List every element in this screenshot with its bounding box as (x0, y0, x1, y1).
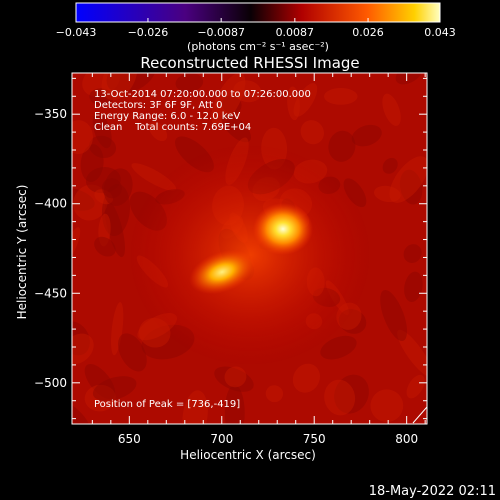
colorbar-tick-label: 0.0087 (276, 26, 315, 39)
colorbar (75, 2, 441, 23)
info-time: 13-Oct-2014 07:20:00.000 to 07:26:00.000 (94, 89, 311, 100)
colorbar-tick-label: −0.043 (56, 26, 97, 39)
colorbar-tick-label: 0.026 (352, 26, 384, 39)
colorbar-tick-label: −0.026 (128, 26, 169, 39)
y-tick-label: −400 (34, 197, 67, 211)
colorbar-tick-label: 0.043 (424, 26, 456, 39)
timestamp: 18-May-2022 02:11 (369, 484, 496, 499)
info-counts: Clean Total counts: 7.69E+04 (94, 122, 251, 133)
secondary-source (189, 249, 255, 295)
y-tick-label: −500 (34, 376, 67, 390)
info-energy: Energy Range: 6.0 - 12.0 keV (94, 111, 240, 122)
x-tick-label: 750 (303, 432, 326, 446)
axis-ticks: 650 700 750 800 −350 −400 −450 −500 (34, 73, 427, 446)
colorbar-tick-label: −0.0087 (197, 26, 245, 39)
y-tick-label: −350 (34, 107, 67, 121)
peak-position: Position of Peak = [736,-419] (94, 399, 240, 410)
heatmap-image (72, 73, 427, 424)
chart-title: Reconstructed RHESSI Image (140, 54, 359, 72)
colorbar-units: (photons cm⁻² s⁻¹ asec⁻²) (187, 40, 329, 53)
x-tick-label: 650 (118, 432, 141, 446)
y-axis-label: Heliocentric Y (arcsec) (15, 185, 29, 320)
x-tick-label: 800 (395, 432, 418, 446)
y-tick-label: −450 (34, 286, 67, 300)
observation-info: 13-Oct-2014 07:20:00.000 to 07:26:00.000… (94, 89, 311, 133)
plot-frame (71, 72, 428, 425)
x-axis-label: Heliocentric X (arcsec) (180, 448, 316, 462)
colorbar-ticks: −0.043 −0.026 −0.0087 0.0087 0.026 0.043 (56, 18, 456, 39)
x-tick-label: 700 (210, 432, 233, 446)
peak-source (253, 203, 313, 255)
info-detectors: Detectors: 3F 6F 9F, Att 0 (94, 100, 222, 111)
